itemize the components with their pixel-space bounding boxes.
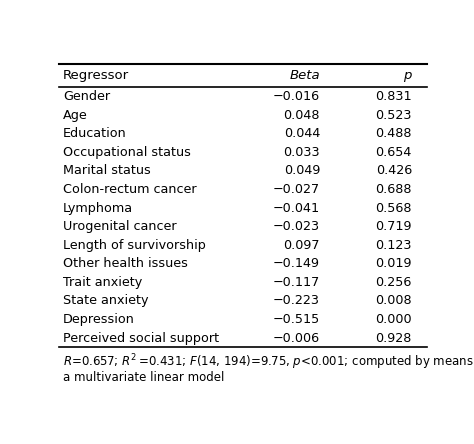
Text: −0.016: −0.016: [273, 90, 320, 103]
Text: 0.256: 0.256: [375, 276, 412, 289]
Text: Other health issues: Other health issues: [63, 257, 188, 270]
Text: 0.654: 0.654: [375, 146, 412, 159]
Text: −0.515: −0.515: [273, 313, 320, 326]
Text: a multivariate linear model: a multivariate linear model: [63, 371, 224, 384]
Text: Gender: Gender: [63, 90, 110, 103]
Text: 0.426: 0.426: [376, 164, 412, 178]
Text: 0.123: 0.123: [375, 239, 412, 252]
Text: 0.019: 0.019: [375, 257, 412, 270]
Text: −0.027: −0.027: [273, 183, 320, 196]
Text: 0.033: 0.033: [283, 146, 320, 159]
Text: 0.000: 0.000: [375, 313, 412, 326]
Text: 0.097: 0.097: [283, 239, 320, 252]
Text: 0.719: 0.719: [375, 220, 412, 233]
Text: Occupational status: Occupational status: [63, 146, 191, 159]
Text: Colon-rectum cancer: Colon-rectum cancer: [63, 183, 197, 196]
Text: 0.048: 0.048: [283, 109, 320, 122]
Text: 0.044: 0.044: [284, 127, 320, 140]
Text: Age: Age: [63, 109, 88, 122]
Text: 0.928: 0.928: [375, 332, 412, 345]
Text: $R$=0.657; $R^{2}$ =0.431; $F$(14, 194)=9.75, $p$<0.001; computed by means of: $R$=0.657; $R^{2}$ =0.431; $F$(14, 194)=…: [63, 353, 474, 372]
Text: 0.523: 0.523: [375, 109, 412, 122]
Text: 0.049: 0.049: [284, 164, 320, 178]
Text: −0.023: −0.023: [273, 220, 320, 233]
Text: 0.008: 0.008: [375, 294, 412, 307]
Text: −0.117: −0.117: [273, 276, 320, 289]
Text: 0.488: 0.488: [375, 127, 412, 140]
Text: Education: Education: [63, 127, 127, 140]
Text: −0.006: −0.006: [273, 332, 320, 345]
Text: −0.041: −0.041: [273, 202, 320, 214]
Text: Beta: Beta: [290, 69, 320, 82]
Text: Trait anxiety: Trait anxiety: [63, 276, 142, 289]
Text: Depression: Depression: [63, 313, 135, 326]
Text: −0.149: −0.149: [273, 257, 320, 270]
Text: Regressor: Regressor: [63, 69, 129, 82]
Text: Length of survivorship: Length of survivorship: [63, 239, 206, 252]
Text: Perceived social support: Perceived social support: [63, 332, 219, 345]
Text: 0.688: 0.688: [375, 183, 412, 196]
Text: Marital status: Marital status: [63, 164, 151, 178]
Text: p: p: [403, 69, 412, 82]
Text: Lymphoma: Lymphoma: [63, 202, 133, 214]
Text: 0.568: 0.568: [375, 202, 412, 214]
Text: 0.831: 0.831: [375, 90, 412, 103]
Text: −0.223: −0.223: [273, 294, 320, 307]
Text: State anxiety: State anxiety: [63, 294, 148, 307]
Text: Urogenital cancer: Urogenital cancer: [63, 220, 176, 233]
